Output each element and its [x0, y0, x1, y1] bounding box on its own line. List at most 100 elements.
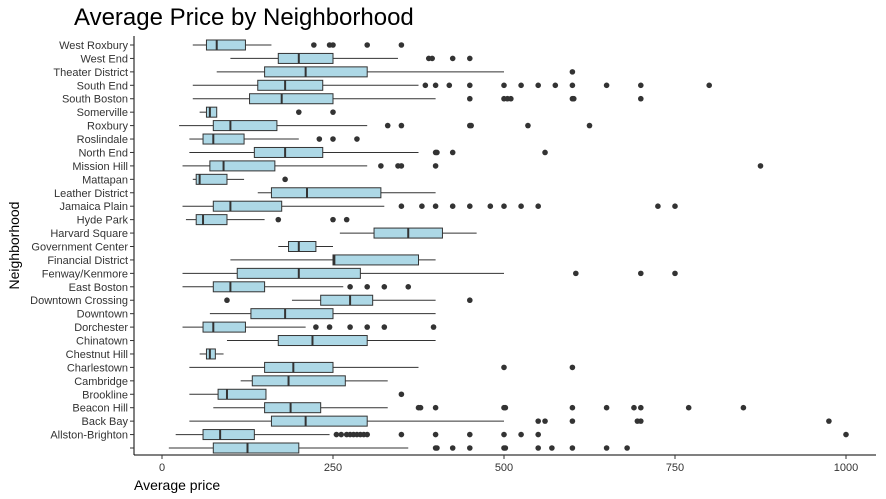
y-tick-label: East Boston	[69, 282, 128, 294]
y-tick-label: Brookline	[82, 389, 128, 401]
iqr-box	[218, 389, 266, 399]
outlier-point	[570, 405, 576, 411]
y-tick-label: South Boston	[62, 94, 128, 106]
outlier-point	[542, 150, 548, 156]
y-tick-label: Charlestown	[67, 362, 128, 374]
outlier-point	[604, 83, 610, 89]
box-group-financial-district: Financial District	[47, 255, 435, 267]
outlier-point	[347, 284, 353, 290]
iqr-box	[250, 94, 333, 104]
box-group-south-boston: South Boston	[62, 94, 644, 106]
box-group-west-roxbury: West Roxbury	[59, 40, 404, 52]
outlier-point	[631, 405, 637, 411]
box-group-charlestown: Charlestown	[67, 362, 575, 374]
box-group-roslindale: Roslindale	[77, 134, 360, 146]
outlier-point	[224, 297, 230, 303]
outlier-point	[364, 432, 370, 438]
outlier-point	[624, 445, 630, 451]
outlier-point	[354, 136, 360, 142]
iqr-box	[203, 430, 254, 440]
outlier-point	[638, 405, 644, 411]
y-tick-label: Government Center	[31, 242, 128, 254]
y-tick-label: Mattapan	[82, 174, 128, 186]
iqr-box	[213, 443, 298, 453]
y-tick-label: Allston-Brighton	[50, 430, 128, 442]
outlier-point	[604, 445, 610, 451]
y-tick-label: Fenway/Kenmore	[42, 268, 128, 280]
box-group-theater-district: Theater District	[53, 67, 575, 79]
outlier-point	[446, 83, 452, 89]
outlier-point	[450, 445, 456, 451]
outlier-point	[518, 203, 524, 209]
x-axis-title: Average price	[134, 477, 220, 493]
outlier-point	[405, 284, 411, 290]
y-tick-label: Chinatown	[76, 336, 128, 348]
outlier-point	[573, 271, 579, 277]
box-group-allston-brighton: Allston-Brighton	[50, 430, 848, 442]
outlier-point	[706, 83, 712, 89]
y-tick-label: West End	[81, 53, 129, 65]
outlier-point	[686, 405, 692, 411]
box-group-west-end: West End	[81, 53, 473, 65]
outlier-point	[501, 432, 507, 438]
box-group-jamaica-plain: Jamaica Plain	[60, 201, 678, 213]
outlier-point	[347, 324, 353, 330]
y-tick-label: Downtown	[77, 309, 128, 321]
outlier-point	[468, 123, 474, 129]
outlier-point	[296, 109, 302, 115]
outlier-point	[604, 405, 610, 411]
y-tick-label: Cambridge	[74, 376, 128, 388]
y-tick-label: Roxbury	[87, 121, 128, 133]
outlier-point	[571, 96, 577, 102]
y-tick-label: Leather District	[54, 188, 128, 200]
outlier-point	[433, 203, 439, 209]
iqr-box	[333, 255, 419, 265]
box-group-unlabeled	[130, 443, 630, 453]
outlier-point	[570, 365, 576, 371]
outlier-point	[467, 96, 473, 102]
outlier-point	[467, 203, 473, 209]
x-tick-label: 500	[495, 462, 513, 474]
y-tick-label: Dorchester	[74, 322, 128, 334]
y-tick-label: South End	[77, 80, 128, 92]
iqr-box	[265, 362, 333, 372]
iqr-box	[196, 174, 227, 184]
outlier-point	[399, 42, 405, 48]
iqr-box	[271, 188, 380, 198]
box-group-downtown-crossing: Downtown Crossing	[30, 295, 472, 307]
outlier-point	[399, 391, 405, 397]
y-tick-label: Back Bay	[82, 416, 129, 428]
outlier-point	[364, 324, 370, 330]
outlier-point	[434, 445, 440, 451]
outlier-point	[741, 405, 747, 411]
y-tick-label: Downtown Crossing	[30, 295, 128, 307]
box-group-harvard-square: Harvard Square	[50, 228, 476, 240]
outlier-point	[382, 284, 388, 290]
box-group-hyde-park: Hyde Park	[77, 215, 350, 227]
outlier-point	[518, 432, 524, 438]
outlier-point	[431, 324, 437, 330]
iqr-box	[203, 134, 244, 144]
box-group-chinatown: Chinatown	[76, 336, 436, 348]
iqr-box	[251, 309, 333, 319]
iqr-box	[210, 161, 275, 171]
outlier-point	[330, 42, 336, 48]
outlier-point	[638, 418, 644, 424]
outlier-point	[399, 163, 405, 169]
outlier-point	[503, 405, 509, 411]
outlier-point	[434, 150, 440, 156]
outlier-point	[433, 163, 439, 169]
box-group-mission-hill: Mission Hill	[72, 161, 763, 173]
iqr-box	[213, 282, 264, 292]
outlier-point	[467, 445, 473, 451]
x-tick-label: 0	[159, 462, 165, 474]
box-group-back-bay: Back Bay	[82, 416, 832, 428]
box-group-mattapan: Mattapan	[82, 174, 288, 186]
outlier-point	[570, 69, 576, 75]
outlier-point	[503, 445, 509, 451]
outlier-point	[418, 405, 424, 411]
outlier-point	[330, 217, 336, 223]
x-tick-label: 750	[666, 462, 684, 474]
